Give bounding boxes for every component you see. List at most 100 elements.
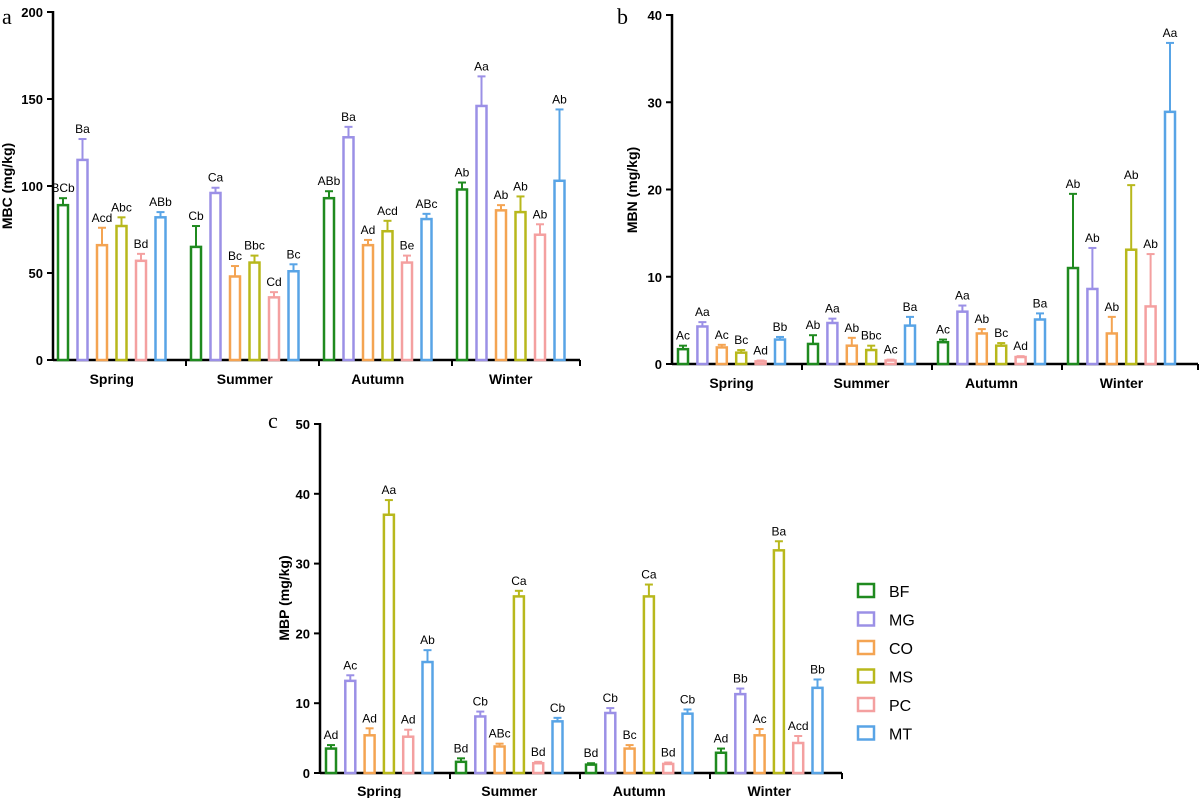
- legend-swatch-mt: [856, 725, 876, 741]
- significance-label: Cb: [473, 695, 489, 709]
- x-category-label: Winter: [489, 371, 533, 387]
- significance-label: Ad: [362, 711, 377, 725]
- bar-mt: [551, 720, 564, 775]
- y-tick-label: 10: [648, 270, 662, 285]
- significance-label: Bd: [134, 237, 149, 251]
- significance-label: BCb: [51, 181, 75, 195]
- bar-mg: [1086, 287, 1099, 366]
- x-category-label: Winter: [1100, 375, 1144, 391]
- significance-label: Ac: [676, 329, 690, 343]
- significance-label: Bc: [734, 333, 748, 347]
- significance-label: Bb: [810, 662, 825, 676]
- x-category-label: Winter: [748, 783, 792, 798]
- significance-label: ABb: [149, 195, 172, 209]
- y-tick-label: 50: [296, 417, 310, 432]
- x-category-label: Spring: [90, 371, 134, 387]
- y-axis-title: MBC (mg/kg): [0, 143, 15, 229]
- significance-label: Bb: [733, 672, 748, 686]
- significance-label: Bd: [531, 745, 546, 759]
- bar-mg: [734, 692, 747, 775]
- bar-ms: [381, 229, 394, 362]
- significance-label: Ab: [552, 92, 567, 106]
- bar-mt: [421, 660, 434, 775]
- bar-co: [493, 745, 506, 775]
- bar-pc: [1014, 355, 1027, 366]
- panel-letter-b: b: [617, 4, 628, 29]
- y-tick-label: 200: [21, 5, 43, 20]
- bar-bf: [714, 751, 728, 775]
- bar-pc: [754, 360, 767, 366]
- significance-label: Ad: [401, 713, 416, 727]
- panel-a: a MBC (mg/kg) 0 50 100 150 200 Spring Summer Autu…: [0, 4, 581, 387]
- bar-ms: [248, 261, 261, 362]
- significance-label: Ac: [343, 658, 357, 672]
- y-tick-label: 40: [296, 487, 310, 502]
- bar-mt: [1033, 318, 1047, 366]
- bar-mt: [1163, 110, 1177, 366]
- significance-label: Ba: [1033, 296, 1048, 310]
- bar-mt: [773, 338, 787, 366]
- bar-ms: [512, 595, 526, 775]
- significance-label: Acd: [377, 204, 398, 218]
- significance-label: Ab: [1143, 237, 1158, 251]
- y-tick-label: 10: [296, 696, 310, 711]
- bar-bf: [455, 188, 469, 362]
- bar-ms: [994, 344, 1008, 366]
- bar-mt: [811, 686, 824, 775]
- significance-label: Aa: [1163, 26, 1178, 40]
- bar-co: [975, 332, 989, 366]
- bar-co: [361, 243, 375, 362]
- bar-ms: [864, 348, 878, 366]
- significance-label: Ab: [533, 207, 548, 221]
- x-category-label: Spring: [357, 783, 401, 798]
- y-tick-label: 0: [303, 766, 310, 781]
- bar-pc: [267, 296, 281, 362]
- legend-swatch-pc: [856, 696, 876, 713]
- significance-label: Be: [400, 239, 415, 253]
- significance-label: Ab: [1104, 300, 1119, 314]
- bar-co: [363, 734, 376, 775]
- bar-ms: [772, 549, 786, 775]
- y-tick-label: 100: [21, 179, 43, 194]
- bar-bf: [676, 347, 690, 366]
- bar-bf: [324, 747, 338, 775]
- y-axis-title: MBN (mg/kg): [624, 147, 640, 233]
- significance-label: Cd: [266, 275, 281, 289]
- significance-label: Acd: [92, 211, 113, 225]
- bar-mg: [76, 158, 89, 362]
- significance-label: ABc: [415, 197, 437, 211]
- significance-label: ABc: [489, 727, 511, 741]
- legend-label-bf: BF: [889, 584, 910, 601]
- significance-label: Bd: [661, 746, 676, 760]
- legend-label-pc: PC: [889, 698, 911, 715]
- significance-label: Bc: [994, 326, 1008, 340]
- significance-label: Abc: [111, 200, 132, 214]
- significance-label: Ba: [772, 524, 787, 538]
- bar-pc: [884, 359, 897, 366]
- significance-label: ABb: [318, 174, 341, 188]
- bar-pc: [400, 261, 414, 362]
- bar-pc: [401, 735, 415, 775]
- significance-label: Bb: [773, 320, 788, 334]
- significance-label: Ab: [1085, 231, 1100, 245]
- significance-label: Bc: [286, 247, 300, 261]
- bar-mt: [287, 270, 300, 362]
- x-category-label: Autumn: [351, 371, 404, 387]
- bar-bf: [454, 760, 468, 775]
- significance-label: Aa: [955, 289, 970, 303]
- bar-bf: [936, 340, 950, 366]
- bar-mt: [420, 217, 433, 362]
- bar-bf: [322, 196, 336, 362]
- significance-label: Aa: [474, 59, 489, 73]
- significance-label: Bc: [228, 249, 242, 263]
- bar-pc: [533, 233, 547, 362]
- y-tick-label: 30: [648, 95, 662, 110]
- significance-label: Cb: [188, 209, 204, 223]
- bar-ms: [115, 224, 128, 362]
- legend-swatch-mg: [856, 611, 876, 627]
- panel-b: b MBN (mg/kg) 0 10 20 30 40 Spring Summer Autumn W…: [617, 4, 1199, 391]
- significance-label: Ba: [75, 122, 90, 136]
- bar-co: [715, 346, 729, 366]
- bar-bf: [1066, 266, 1080, 366]
- bar-mg: [475, 104, 488, 362]
